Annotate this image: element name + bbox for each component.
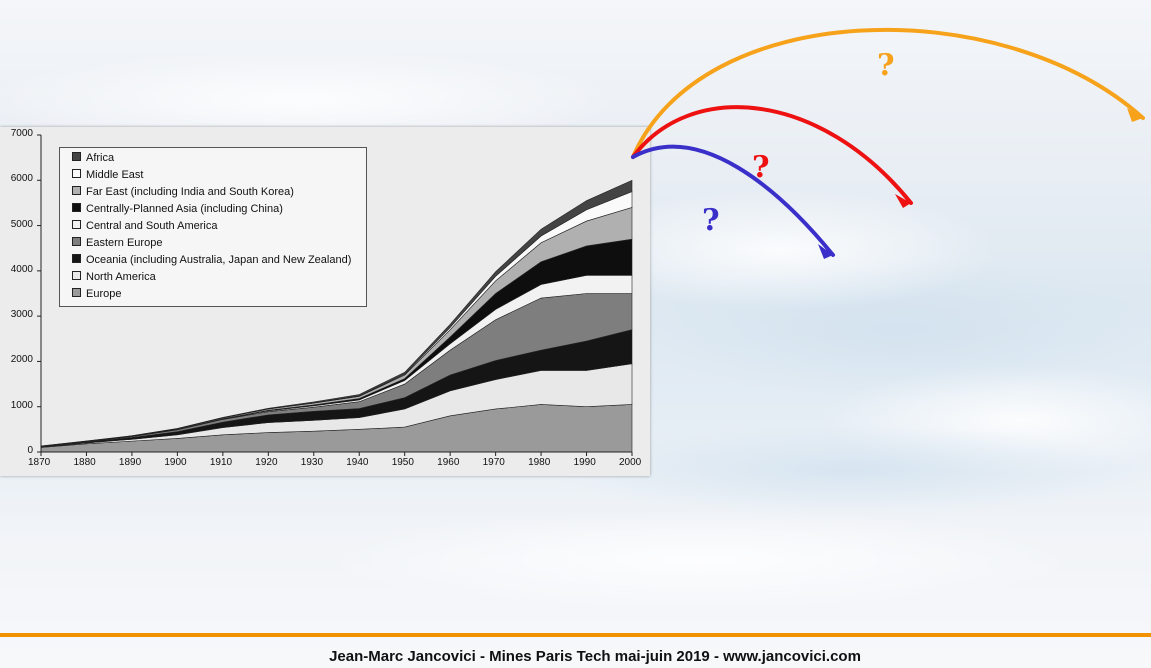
legend-swatch (72, 237, 81, 246)
legend-label: North America (86, 271, 156, 283)
legend-swatch (72, 254, 81, 263)
legend-swatch (72, 288, 81, 297)
x-tick-label: 1890 (118, 457, 142, 468)
legend-item: North America (72, 269, 156, 285)
y-tick-label: 0 (27, 445, 33, 456)
x-tick-label: 1940 (346, 457, 369, 468)
stacked-area-chart (37, 134, 633, 456)
y-tick-label: 1000 (10, 399, 33, 411)
x-tick-label: 1870 (28, 457, 51, 468)
y-tick-label: 6000 (10, 173, 33, 185)
medium-scenario-arrow (631, 105, 913, 208)
x-tick-label: 2000 (619, 457, 642, 468)
legend-swatch (72, 271, 81, 280)
legend-item: Middle East (72, 167, 143, 183)
legend-item: Europe (72, 286, 121, 302)
legend-label: Far East (including India and South Kore… (86, 186, 294, 198)
legend-item: Far East (including India and South Kore… (72, 184, 294, 200)
y-tick-label: 5000 (10, 218, 33, 230)
medium-scenario-question-mark: ? (752, 150, 770, 185)
x-tick-label: 1950 (391, 457, 414, 468)
legend-swatch (72, 220, 81, 229)
x-tick-label: 1990 (573, 457, 596, 468)
legend-label: Eastern Europe (86, 237, 163, 249)
x-tick-label: 1920 (255, 457, 278, 468)
legend-item: Centrally-Planned Asia (including China) (72, 201, 283, 217)
x-tick-label: 1960 (437, 457, 460, 468)
legend-swatch (72, 169, 81, 178)
legend-item: Africa (72, 150, 114, 166)
legend-swatch (72, 186, 81, 195)
legend-item: Eastern Europe (72, 235, 162, 251)
footer-credit: Jean-Marc Jancovici - Mines Paris Tech m… (329, 648, 861, 665)
legend-label: Europe (86, 288, 122, 300)
x-tick-label: 1970 (482, 457, 505, 468)
legend-item: Oceania (including Australia, Japan and … (72, 252, 351, 268)
y-tick-label: 2000 (10, 354, 33, 366)
x-tick-label: 1900 (164, 457, 187, 468)
high-scenario-arrow (631, 27, 1145, 159)
chart-legend: Africa Middle East Far East (including Ind… (59, 147, 367, 307)
legend-label: Africa (86, 152, 115, 164)
legend-swatch (72, 152, 81, 161)
legend-label: Central and South America (86, 220, 218, 232)
legend-label: Middle East (86, 169, 144, 181)
x-tick-label: 1880 (73, 457, 96, 468)
low-scenario-question-mark: ? (702, 203, 720, 238)
y-tick-label: 3000 (10, 309, 33, 321)
y-tick-label: 7000 (10, 128, 33, 139)
legend-label: Centrally-Planned Asia (including China) (86, 203, 283, 215)
area-series-8 (40, 179, 633, 447)
legend-swatch (72, 203, 81, 212)
legend-item: Central and South America (72, 218, 217, 234)
high-scenario-question-mark: ? (877, 48, 895, 83)
x-tick-label: 1910 (209, 457, 233, 468)
legend-label: Oceania (including Australia, Japan and … (86, 254, 352, 266)
x-tick-label: 1930 (300, 457, 324, 468)
footer-divider (0, 633, 1151, 637)
low-scenario-arrow (631, 144, 835, 259)
x-tick-label: 1980 (528, 457, 551, 468)
y-tick-label: 4000 (10, 263, 33, 275)
